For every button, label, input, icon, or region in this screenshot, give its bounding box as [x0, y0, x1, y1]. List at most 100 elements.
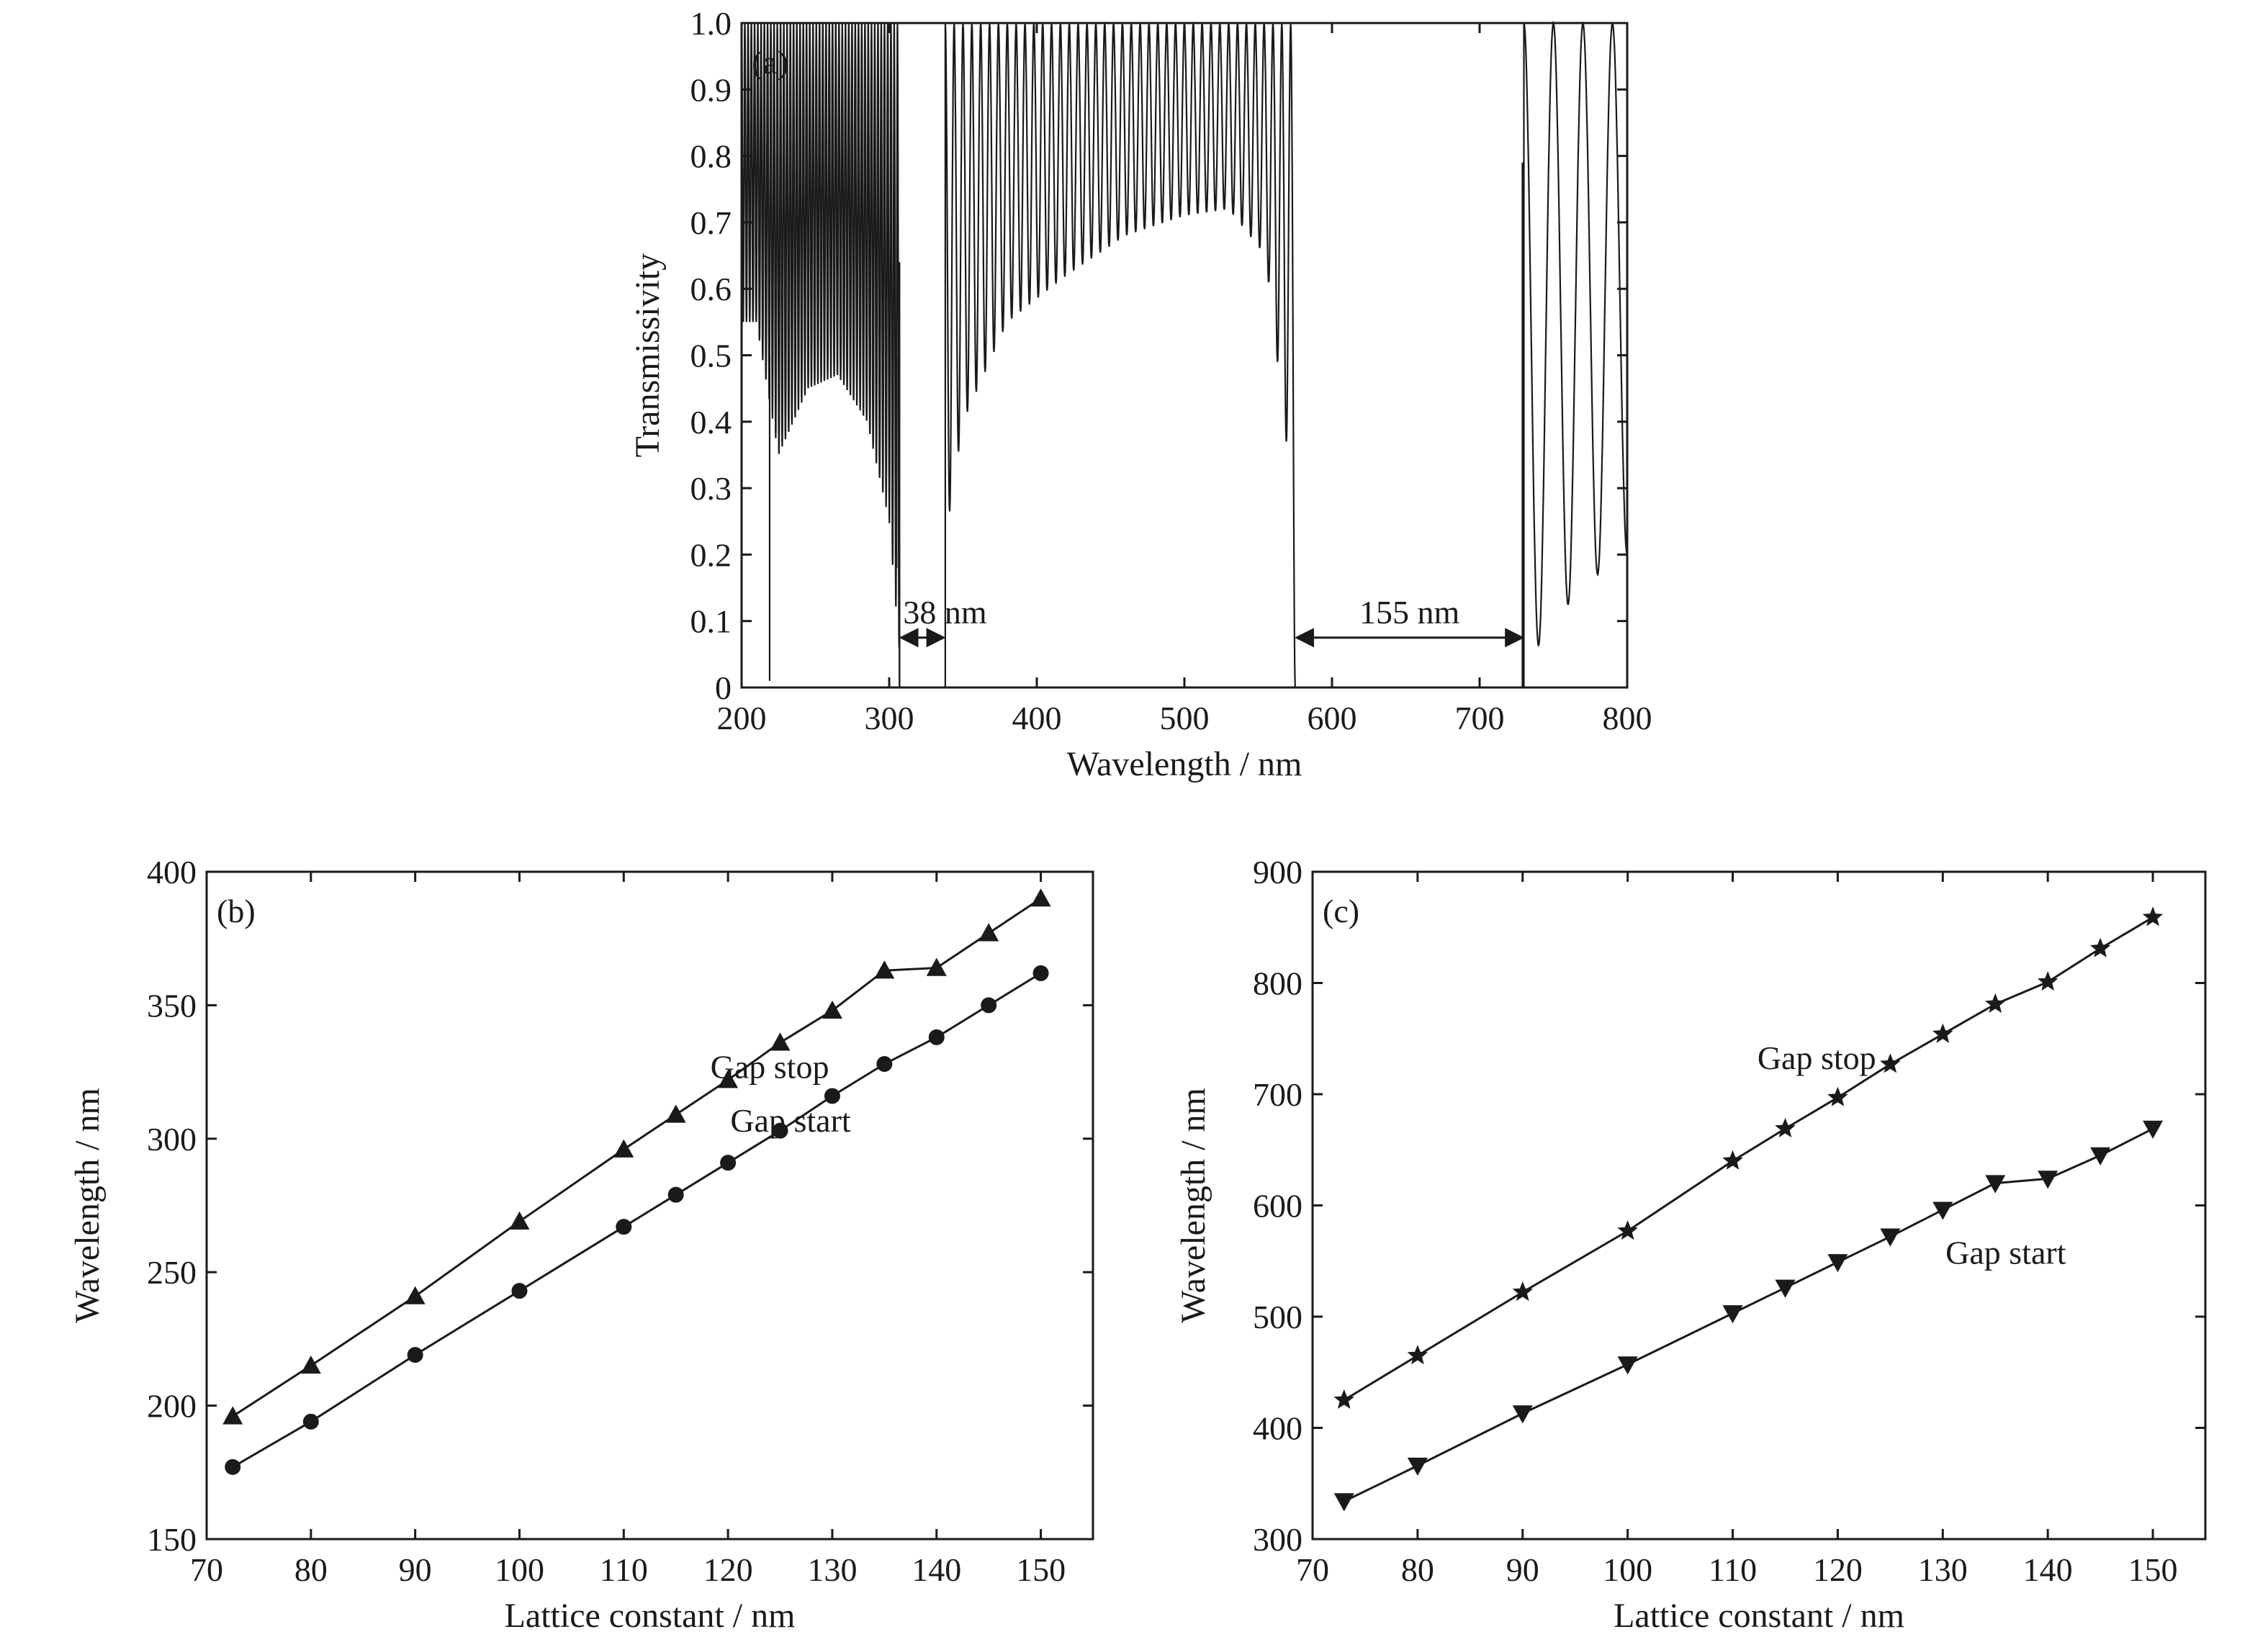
- data-point: [1827, 1254, 1848, 1273]
- x-tick-label: 200: [717, 700, 767, 736]
- data-point: [772, 1122, 788, 1139]
- data-point: [1880, 1228, 1901, 1247]
- data-point: [718, 1070, 739, 1088]
- stop-band-label: 155 nm: [1359, 594, 1460, 631]
- y-tick-label: 0.9: [690, 71, 732, 108]
- x-tick-label: 120: [703, 1551, 753, 1588]
- y-tick-label: 300: [147, 1121, 197, 1158]
- x-tick-label: 150: [1016, 1551, 1066, 1588]
- data-point: [509, 1211, 530, 1230]
- x-tick-label: 90: [1506, 1551, 1539, 1588]
- stop-band-label: 38 nm: [903, 594, 987, 631]
- x-axis-title: Wavelength / nm: [1067, 745, 1302, 783]
- y-tick-label: 0.8: [690, 138, 732, 175]
- panel-a: 200 300 400 500 600 700 800 0 0.1 0.2 0.3 0.4 0.5 0.6…: [629, 5, 1652, 783]
- y-tick-label: 0.6: [690, 271, 732, 307]
- y-axis-title: Wavelength / nm: [1174, 1088, 1212, 1323]
- y-tick-label: 0.3: [690, 470, 732, 507]
- data-point: [405, 1286, 426, 1304]
- data-point: [926, 957, 947, 976]
- data-point: [1985, 993, 2006, 1013]
- x-tick-label: 120: [1813, 1551, 1863, 1588]
- data-point: [665, 1104, 686, 1123]
- y-axis-title: Wavelength / nm: [68, 1088, 107, 1323]
- data-point: [2037, 971, 2058, 991]
- data-point: [1333, 1493, 1354, 1512]
- data-point: [1722, 1150, 1743, 1170]
- x-tick-label: 110: [600, 1551, 648, 1588]
- series-line: [1344, 1127, 2154, 1502]
- y-tick-label: 0.4: [690, 404, 732, 441]
- data-point: [1032, 965, 1049, 981]
- data-point: [511, 1283, 528, 1299]
- y-tick-label: 200: [147, 1388, 197, 1425]
- x-tick-label: 70: [190, 1551, 223, 1588]
- data-point: [407, 1347, 423, 1363]
- data-point: [928, 1029, 945, 1045]
- data-point: [2143, 1120, 2164, 1139]
- panel-label: (c): [1323, 893, 1359, 929]
- data-point: [822, 1000, 842, 1019]
- y-axis-title: Transmissivity: [629, 253, 667, 458]
- y-tick-label: 0.5: [690, 338, 732, 374]
- plot-frame: [205, 870, 1094, 1541]
- data-point: [616, 1219, 632, 1235]
- data-point: [2089, 937, 2111, 957]
- x-tick-label: 90: [399, 1551, 432, 1588]
- data-point: [876, 1055, 893, 1072]
- x-tick-label: 70: [1296, 1551, 1329, 1588]
- data-point: [613, 1139, 634, 1158]
- y-tick-label: 350: [147, 987, 197, 1024]
- data-point: [824, 1088, 840, 1104]
- y-tick-label: 800: [1253, 965, 1302, 1002]
- data-point: [1407, 1345, 1428, 1365]
- data-point: [2038, 1171, 2058, 1189]
- y-tick-label: 400: [1253, 1410, 1302, 1447]
- series-label: Gap stop: [1758, 1040, 1876, 1076]
- data-point: [1030, 888, 1051, 907]
- data-point: [1333, 1389, 1354, 1409]
- y-tick-label: 900: [1253, 854, 1302, 890]
- data-point: [978, 923, 999, 942]
- data-point: [302, 1413, 319, 1430]
- data-point: [1512, 1281, 1533, 1302]
- y-tick-label: 700: [1253, 1076, 1302, 1113]
- x-tick-label: 100: [495, 1551, 544, 1588]
- data-point: [874, 960, 895, 979]
- y-tick-label: 400: [147, 854, 197, 890]
- data-point: [1880, 1053, 1901, 1073]
- data-point: [1827, 1086, 1848, 1106]
- x-tick-label: 140: [912, 1551, 961, 1588]
- panel-label: (b): [217, 893, 256, 929]
- plot-frame: [1311, 870, 2207, 1541]
- data-point: [1932, 1023, 1953, 1043]
- x-tick-label: 100: [1603, 1551, 1652, 1588]
- data-point: [1407, 1457, 1428, 1476]
- series-label: Gap start: [730, 1102, 851, 1139]
- y-tick-label: 0.1: [690, 603, 732, 640]
- x-tick-label: 110: [1709, 1551, 1757, 1588]
- data-point: [981, 997, 997, 1014]
- y-tick-label: 0.2: [690, 536, 732, 573]
- data-point: [770, 1032, 791, 1051]
- data-point: [1617, 1356, 1638, 1375]
- series-label: Gap stop: [711, 1049, 829, 1086]
- x-tick-label: 130: [1918, 1551, 1968, 1588]
- x-tick-label: 700: [1455, 700, 1505, 736]
- y-tick-label: 1.0: [690, 5, 732, 42]
- panel-c: 70 80 90 100 110 120 130 140 150 300 400 500 600 700 8…: [1174, 854, 2207, 1635]
- y-tick-label: 0.7: [690, 204, 732, 241]
- data-point: [222, 1406, 243, 1425]
- data-point: [2090, 1147, 2111, 1165]
- x-tick-label: 300: [865, 700, 914, 736]
- y-tick-label: 0: [715, 669, 732, 706]
- x-tick-label: 600: [1308, 700, 1357, 736]
- data-point: [1932, 1201, 1953, 1220]
- data-point: [1775, 1117, 1796, 1137]
- x-tick-label: 130: [807, 1551, 857, 1588]
- y-tick-label: 600: [1253, 1188, 1302, 1225]
- x-axis-title: Lattice constant / nm: [1614, 1597, 1904, 1635]
- y-tick-label: 150: [147, 1521, 197, 1558]
- y-tick-label: 300: [1253, 1521, 1302, 1558]
